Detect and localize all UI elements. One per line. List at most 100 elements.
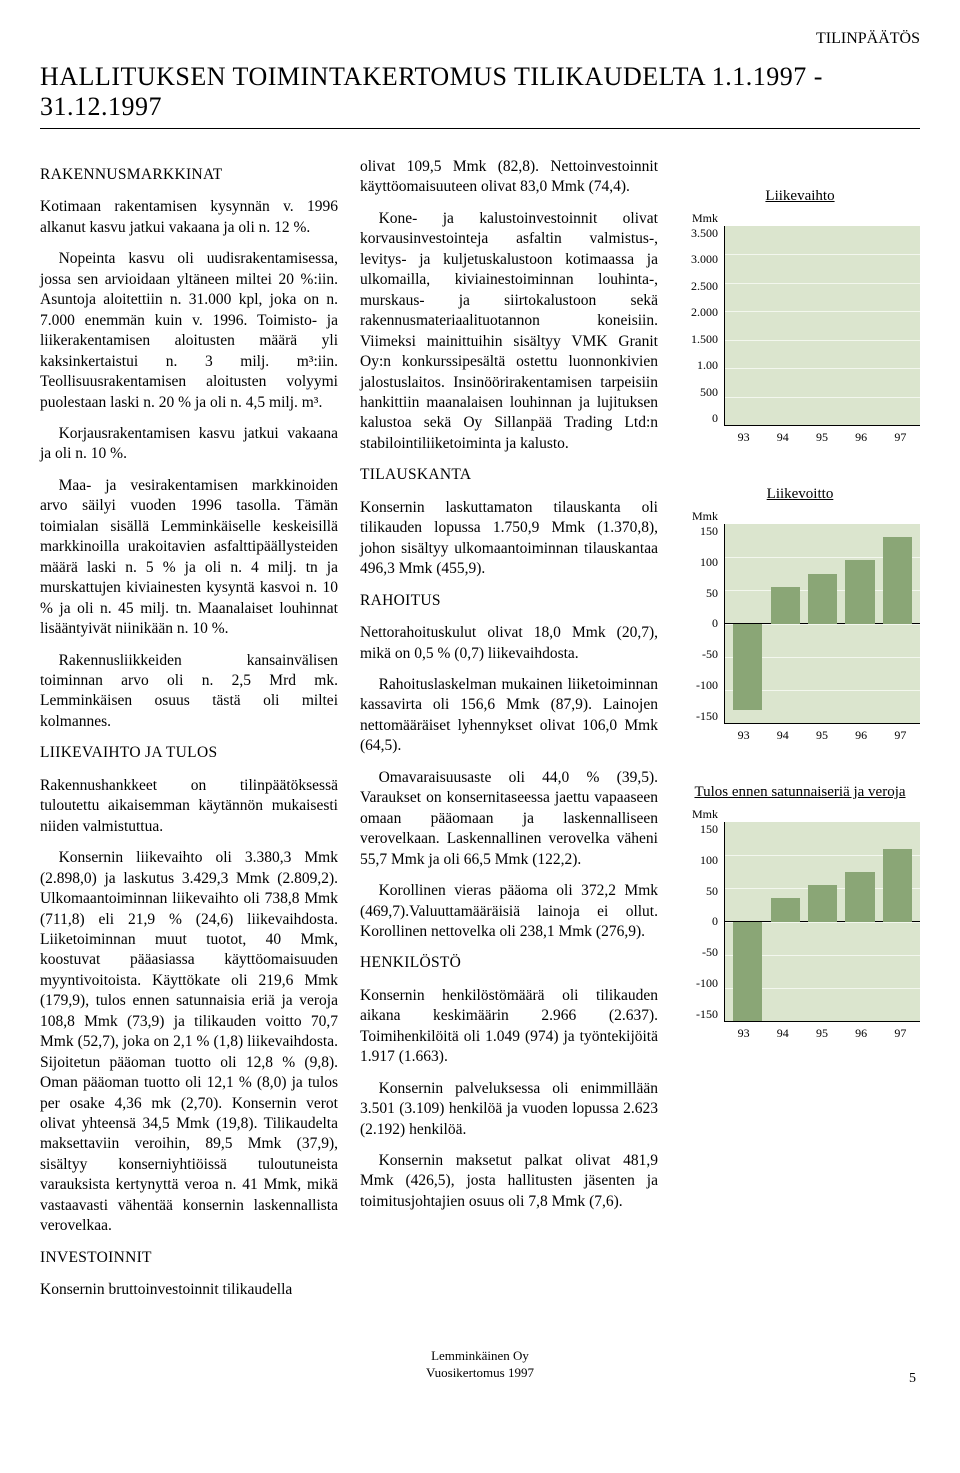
heading-henkilosto: HENKILÖSTÖ bbox=[360, 953, 658, 973]
footer: Lemminkäinen Oy Vuosikertomus 1997 bbox=[40, 1348, 920, 1382]
y-unit: Mmk bbox=[680, 807, 724, 822]
bar bbox=[845, 560, 874, 623]
y-tick-label: 50 bbox=[706, 586, 718, 601]
y-tick-label: -150 bbox=[696, 1007, 718, 1022]
x-tick-label: 94 bbox=[777, 728, 789, 743]
y-tick-label: -150 bbox=[696, 709, 718, 724]
x-tick-label: 96 bbox=[855, 1026, 867, 1041]
y-unit: Mmk bbox=[680, 211, 724, 226]
x-tick-label: 97 bbox=[894, 430, 906, 445]
x-tick-label: 96 bbox=[855, 430, 867, 445]
heading-rakennusmarkkinat: RAKENNUSMARKKINAT bbox=[40, 165, 338, 185]
x-tick-label: 93 bbox=[738, 728, 750, 743]
paragraph: Konsernin laskuttamaton tilauskanta oli … bbox=[360, 498, 658, 580]
x-axis-labels: 93 94 95 96 97 bbox=[724, 430, 920, 445]
paragraph: Nettorahoituskulut olivat 18,0 Mmk (20,7… bbox=[360, 623, 658, 664]
x-tick-label: 94 bbox=[777, 1026, 789, 1041]
bar bbox=[808, 885, 837, 921]
chart-plot bbox=[724, 226, 920, 426]
y-tick-label: 500 bbox=[700, 385, 718, 400]
heading-rahoitus: RAHOITUS bbox=[360, 591, 658, 611]
heading-liikevaihto-tulos: LIIKEVAIHTO JA TULOS bbox=[40, 743, 338, 763]
chart-title: Tulos ennen satunnaiseriä ja veroja bbox=[680, 783, 920, 801]
paragraph: olivat 109,5 Mmk (82,8). Nettoinvestoinn… bbox=[360, 157, 658, 198]
y-axis-labels: 3.500 3.000 2.500 2.000 1.500 1.00 500 0 bbox=[680, 226, 724, 426]
y-tick-label: 0 bbox=[712, 616, 718, 631]
x-tick-label: 97 bbox=[894, 1026, 906, 1041]
paragraph: Kone- ja kalustoinvestoinnit olivat korv… bbox=[360, 209, 658, 454]
x-tick-label: 97 bbox=[894, 728, 906, 743]
x-tick-label: 95 bbox=[816, 1026, 828, 1041]
y-tick-label: 100 bbox=[700, 853, 718, 868]
y-axis-labels: 150 100 50 0 -50 -100 -150 bbox=[680, 524, 724, 724]
x-tick-label: 95 bbox=[816, 728, 828, 743]
y-unit: Mmk bbox=[680, 509, 724, 524]
column-1: RAKENNUSMARKKINAT Kotimaan rakentamisen … bbox=[40, 157, 338, 1312]
x-axis-labels: 93 94 95 96 97 bbox=[724, 728, 920, 743]
paragraph: Rakennushankkeet on tilinpäätöksessä tul… bbox=[40, 776, 338, 837]
bar bbox=[771, 587, 800, 623]
y-tick-label: 1.500 bbox=[691, 332, 718, 347]
paragraph: Konsernin palveluksessa oli enimmillään … bbox=[360, 1079, 658, 1140]
page-title: HALLITUKSEN TOIMINTAKERTOMUS TILIKAUDELT… bbox=[40, 62, 920, 122]
page-number: 5 bbox=[909, 1371, 916, 1387]
chart-title: Liikevaihto bbox=[680, 187, 920, 205]
paragraph: Konsernin henkilöstömäärä oli tilikauden… bbox=[360, 986, 658, 1068]
paragraph: Konsernin bruttoinvestoinnit tilikaudell… bbox=[40, 1280, 338, 1300]
y-tick-label: 2.500 bbox=[691, 279, 718, 294]
chart-title: Liikevoitto bbox=[680, 485, 920, 503]
bar bbox=[771, 898, 800, 921]
charts-column: Liikevaihto Mmk 3.500 3.000 2.500 2.000 1.50… bbox=[680, 157, 920, 1312]
column-2: olivat 109,5 Mmk (82,8). Nettoinvestoinn… bbox=[360, 157, 658, 1312]
y-tick-label: 1.00 bbox=[697, 358, 718, 373]
x-tick-label: 96 bbox=[855, 728, 867, 743]
y-tick-label: -100 bbox=[696, 976, 718, 991]
y-tick-label: 3.000 bbox=[691, 252, 718, 267]
heading-tilauskanta: TILAUSKANTA bbox=[360, 465, 658, 485]
x-tick-label: 93 bbox=[738, 1026, 750, 1041]
paragraph: Nopeinta kasvu oli uudisrakentamisessa, … bbox=[40, 249, 338, 413]
y-axis-labels: 150 100 50 0 -50 -100 -150 bbox=[680, 822, 724, 1022]
y-tick-label: 3.500 bbox=[691, 226, 718, 241]
paragraph: Rahoituslaskelman mukainen liiketoiminna… bbox=[360, 675, 658, 757]
y-tick-label: -50 bbox=[702, 945, 718, 960]
y-tick-label: -50 bbox=[702, 647, 718, 662]
x-tick-label: 94 bbox=[777, 430, 789, 445]
x-tick-label: 93 bbox=[738, 430, 750, 445]
chart-plot bbox=[724, 524, 920, 724]
chart-liikevaihto: Liikevaihto Mmk 3.500 3.000 2.500 2.000 1.50… bbox=[680, 187, 920, 445]
paragraph: Kotimaan rakentamisen kysynnän v. 1996 a… bbox=[40, 197, 338, 238]
paragraph: Korjausrakentamisen kasvu jatkui vakaana… bbox=[40, 424, 338, 465]
bar bbox=[883, 537, 912, 623]
y-tick-label: 0 bbox=[712, 914, 718, 929]
paragraph: Rakennusliikkeiden kansainvälisen toimin… bbox=[40, 651, 338, 733]
chart-liikevoitto: Liikevoitto Mmk 150100500-50-100-150 939… bbox=[680, 485, 920, 743]
chart-plot bbox=[724, 822, 920, 1022]
y-tick-label: 100 bbox=[700, 555, 718, 570]
y-tick-label: -100 bbox=[696, 678, 718, 693]
x-tick-label: 95 bbox=[816, 430, 828, 445]
y-tick-label: 2.000 bbox=[691, 305, 718, 320]
x-axis-labels: 93 94 95 96 97 bbox=[724, 1026, 920, 1041]
paragraph: Konsernin maksetut palkat olivat 481,9 M… bbox=[360, 1151, 658, 1212]
chart-tulos: Tulos ennen satunnaiseriä ja veroja Mmk … bbox=[680, 783, 920, 1041]
paragraph: Korollinen vieras pääoma oli 372,2 Mmk (… bbox=[360, 881, 658, 942]
section-label: TILINPÄÄTÖS bbox=[40, 30, 920, 48]
y-tick-label: 150 bbox=[700, 822, 718, 837]
title-rule bbox=[40, 128, 920, 129]
bar bbox=[883, 849, 912, 921]
footer-report: Vuosikertomus 1997 bbox=[40, 1365, 920, 1382]
footer-company: Lemminkäinen Oy bbox=[40, 1348, 920, 1365]
bar bbox=[733, 624, 762, 710]
paragraph: Maa- ja vesirakentamisen markkinoiden ar… bbox=[40, 476, 338, 640]
heading-investoinnit: INVESTOINNIT bbox=[40, 1248, 338, 1268]
paragraph: Konsernin liikevaihto oli 3.380,3 Mmk (2… bbox=[40, 848, 338, 1237]
bar bbox=[733, 922, 762, 1022]
bar bbox=[845, 872, 874, 921]
paragraph: Omavaraisuusaste oli 44,0 % (39,5). Vara… bbox=[360, 768, 658, 870]
y-tick-label: 150 bbox=[700, 524, 718, 539]
columns: RAKENNUSMARKKINAT Kotimaan rakentamisen … bbox=[40, 157, 920, 1312]
bar bbox=[808, 574, 837, 624]
y-tick-label: 50 bbox=[706, 884, 718, 899]
y-tick-label: 0 bbox=[712, 411, 718, 426]
